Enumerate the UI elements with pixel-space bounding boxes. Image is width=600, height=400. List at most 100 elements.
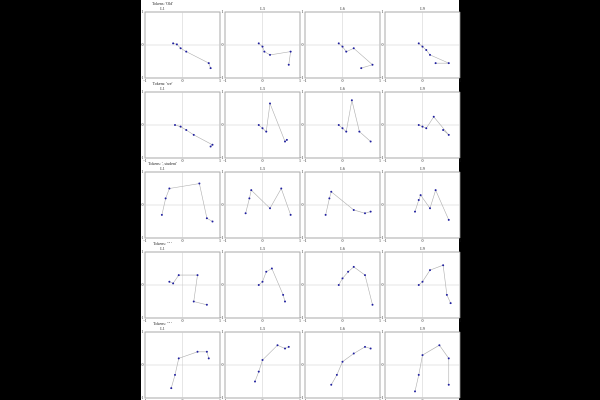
- point: [211, 220, 214, 223]
- y-tick-label: 0: [382, 42, 384, 47]
- row-label: Tokens: ' '' ': [153, 321, 172, 326]
- y-tick-label: 1: [142, 329, 144, 334]
- y-tick-label: 0: [142, 202, 144, 207]
- point: [447, 62, 450, 65]
- point: [196, 350, 199, 353]
- x-tick-label: 0: [182, 398, 184, 400]
- point: [421, 354, 424, 357]
- point: [207, 357, 210, 360]
- point: [421, 280, 424, 283]
- point: [265, 130, 268, 133]
- point: [177, 357, 180, 360]
- y-tick-label: 0: [382, 282, 384, 287]
- series-line: [338, 266, 373, 305]
- point: [417, 199, 420, 202]
- point: [330, 383, 333, 386]
- x-tick-label: 0: [182, 318, 184, 323]
- x-tick-label: -1: [383, 238, 386, 243]
- point: [244, 212, 247, 215]
- point: [364, 212, 366, 215]
- point: [335, 373, 338, 376]
- x-tick-label: -1: [143, 318, 146, 323]
- y-tick-label: 1: [302, 9, 304, 14]
- y-tick-label: 0: [222, 122, 224, 127]
- point: [164, 197, 167, 200]
- plot-title: L3: [260, 246, 264, 251]
- y-tick-label: 0: [222, 42, 224, 47]
- plot-title: L1: [160, 246, 164, 251]
- point: [417, 124, 420, 126]
- x-tick-label: -1: [223, 238, 226, 243]
- point: [324, 213, 327, 216]
- x-tick-label: 0: [422, 398, 424, 400]
- y-tick-label: -1: [380, 235, 383, 240]
- plot-title: L9: [420, 86, 424, 91]
- point: [429, 207, 431, 210]
- y-tick-label: 0: [142, 362, 144, 367]
- point: [185, 50, 188, 53]
- point: [185, 128, 188, 131]
- x-tick-label: 1: [379, 398, 381, 400]
- plot-title: L1: [160, 86, 164, 91]
- point: [345, 130, 348, 133]
- y-tick-label: -1: [140, 155, 143, 160]
- x-tick-label: 1: [299, 238, 301, 243]
- point: [287, 63, 290, 66]
- point: [284, 140, 286, 143]
- x-tick-label: 1: [219, 238, 221, 243]
- y-tick-label: -1: [140, 75, 143, 80]
- x-tick-label: 0: [422, 318, 424, 323]
- y-tick-label: 0: [142, 282, 144, 287]
- point: [341, 45, 344, 48]
- y-tick-label: 1: [142, 249, 144, 254]
- x-tick-label: 0: [182, 158, 184, 163]
- y-tick-label: 1: [382, 329, 384, 334]
- plot-title: L6: [340, 6, 344, 11]
- x-tick-label: -1: [223, 398, 226, 400]
- series-line: [245, 187, 291, 216]
- point: [352, 265, 355, 268]
- point: [445, 293, 448, 296]
- y-tick-label: 0: [302, 282, 304, 287]
- point: [261, 359, 264, 362]
- y-tick-label: 0: [382, 202, 384, 207]
- point: [442, 128, 445, 131]
- y-tick-label: 1: [142, 9, 144, 14]
- x-tick-label: 1: [459, 398, 461, 400]
- point: [371, 303, 374, 306]
- point: [429, 53, 431, 56]
- y-tick-label: 1: [302, 329, 304, 334]
- point: [205, 303, 208, 306]
- point: [417, 42, 420, 45]
- point: [352, 208, 355, 211]
- x-tick-label: 1: [459, 78, 461, 83]
- y-tick-label: -1: [380, 315, 383, 320]
- x-tick-label: 0: [262, 158, 264, 163]
- point: [369, 210, 372, 213]
- plot-title: L3: [260, 6, 264, 11]
- y-tick-label: 1: [142, 169, 144, 174]
- plot-title: L3: [260, 326, 264, 331]
- row-label: Tokens: 'we': [153, 81, 173, 86]
- y-tick-label: -1: [300, 315, 303, 320]
- point: [447, 383, 450, 386]
- point: [257, 370, 260, 373]
- x-tick-label: 0: [262, 78, 264, 83]
- point: [414, 390, 416, 393]
- y-tick-label: 0: [302, 122, 304, 127]
- point: [196, 274, 199, 277]
- x-tick-label: 1: [459, 238, 461, 243]
- y-tick-label: -1: [300, 75, 303, 80]
- point: [289, 213, 292, 216]
- x-tick-label: 0: [342, 158, 344, 163]
- y-tick-label: 0: [142, 122, 144, 127]
- x-tick-label: 1: [459, 158, 461, 163]
- point: [345, 50, 348, 53]
- y-tick-label: 1: [382, 249, 384, 254]
- x-tick-label: 1: [219, 78, 221, 83]
- y-tick-label: 0: [382, 122, 384, 127]
- y-tick-label: 0: [222, 282, 224, 287]
- x-tick-label: -1: [383, 398, 386, 400]
- x-tick-label: -1: [303, 318, 306, 323]
